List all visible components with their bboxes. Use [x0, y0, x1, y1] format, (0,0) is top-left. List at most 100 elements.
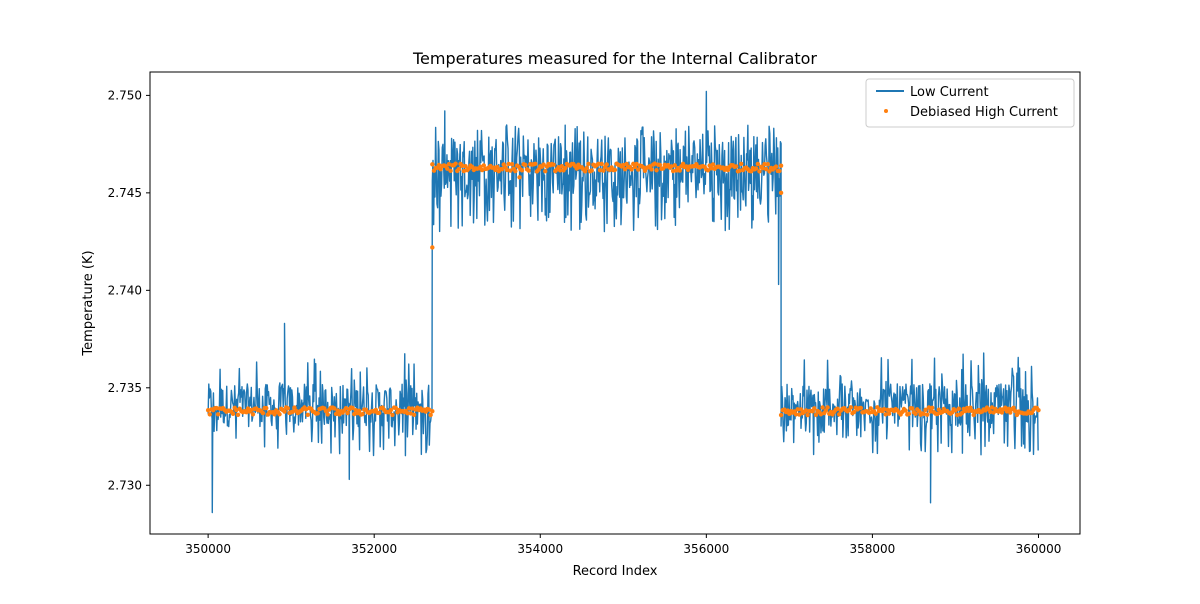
debiased-high-current-point	[621, 162, 626, 168]
debiased-high-current-point	[925, 412, 930, 417]
debiased-high-current-point	[410, 406, 415, 411]
debiased-high-current-point	[777, 168, 782, 174]
debiased-high-current-point	[207, 412, 212, 417]
debiased-high-current-point	[388, 407, 393, 413]
debiased-high-current-point	[456, 166, 462, 172]
debiased-high-current-point	[818, 412, 824, 417]
debiased-high-current-point	[411, 412, 417, 418]
debiased-high-current-point	[376, 410, 382, 416]
debiased-high-current-point	[335, 408, 340, 413]
debiased-high-current-point	[508, 168, 513, 173]
debiased-high-current-point	[586, 161, 591, 167]
debiased-high-current-point	[916, 408, 922, 414]
debiased-high-current-point	[536, 167, 541, 172]
debiased-high-current-point	[405, 411, 410, 416]
debiased-high-current-point	[669, 164, 674, 169]
debiased-high-current-point	[881, 407, 887, 412]
x-tick-label: 360000	[1016, 542, 1062, 556]
debiased-high-current-point	[333, 411, 339, 417]
debiased-high-current-point	[660, 166, 666, 171]
x-tick-label: 358000	[850, 542, 896, 556]
debiased-high-current-point	[426, 407, 432, 412]
legend-label-debiased-high-current: Debiased High Current	[910, 105, 1058, 120]
debiased-high-current-point	[533, 161, 538, 167]
debiased-high-current-point	[795, 407, 800, 412]
debiased-high-current-point	[574, 166, 579, 171]
debiased-high-current-point	[305, 412, 310, 417]
x-axis-label: Record Index	[573, 564, 658, 579]
debiased-high-current-point	[883, 412, 888, 417]
debiased-high-current-point	[677, 168, 682, 173]
debiased-high-current-point	[1036, 408, 1041, 413]
debiased-high-current-point	[463, 163, 468, 169]
legend-marker-debiased-high-current	[884, 109, 888, 113]
debiased-high-current-point	[793, 412, 799, 417]
debiased-high-current-point	[805, 412, 810, 418]
debiased-high-current-point	[755, 161, 761, 167]
debiased-high-current-point	[624, 161, 629, 167]
debiased-high-current-point	[230, 411, 236, 417]
debiased-high-current-point	[923, 407, 928, 413]
debiased-high-current-point	[504, 167, 510, 173]
debiased-high-current-point	[448, 168, 453, 174]
debiased-high-current-point	[737, 168, 742, 173]
debiased-high-current-point	[244, 410, 249, 415]
debiased-high-current-point	[343, 405, 349, 411]
debiased-high-current-point	[959, 410, 965, 416]
debiased-high-current-point	[282, 409, 287, 414]
debiased-high-current-point	[430, 409, 435, 414]
debiased-high-current-point	[913, 411, 918, 417]
debiased-high-current-point	[481, 163, 486, 168]
debiased-high-current-point	[835, 406, 840, 411]
debiased-high-current-point	[710, 162, 716, 167]
debiased-high-current-point	[953, 408, 958, 413]
debiased-high-current-point	[1006, 406, 1011, 412]
debiased-high-current-point	[436, 162, 442, 168]
debiased-high-current-point	[654, 168, 659, 173]
debiased-high-current-point	[875, 405, 880, 410]
debiased-high-current-point	[445, 166, 450, 171]
debiased-high-current-point	[820, 405, 825, 410]
debiased-high-current-point	[657, 162, 663, 168]
debiased-high-current-point	[460, 163, 465, 169]
y-tick-label: 2.735	[108, 381, 142, 395]
debiased-high-current-point	[264, 405, 269, 411]
debiased-high-current-point	[760, 165, 765, 171]
debiased-high-current-point	[430, 245, 435, 250]
debiased-high-current-point	[680, 161, 686, 167]
debiased-high-current-point	[866, 410, 872, 415]
debiased-high-current-point	[332, 406, 337, 411]
debiased-high-current-point	[453, 161, 458, 166]
debiased-high-current-point	[739, 161, 744, 166]
debiased-high-current-point	[858, 405, 863, 411]
debiased-high-current-point	[778, 412, 784, 418]
debiased-high-current-point	[797, 412, 802, 417]
debiased-high-current-point	[601, 168, 606, 173]
y-tick-label: 2.745	[108, 186, 142, 200]
debiased-high-current-point	[250, 412, 256, 417]
debiased-high-current-point	[260, 410, 266, 416]
debiased-high-current-point	[641, 165, 646, 170]
debiased-high-current-point	[936, 407, 942, 412]
debiased-high-current-point	[954, 412, 960, 418]
debiased-high-current-point	[906, 411, 912, 417]
debiased-high-current-point	[705, 168, 711, 173]
debiased-high-current-point	[629, 167, 634, 172]
debiased-high-current-point	[956, 406, 961, 411]
debiased-high-current-point	[597, 168, 603, 173]
debiased-high-current-point	[214, 405, 219, 411]
debiased-high-current-point	[868, 406, 873, 411]
debiased-high-current-point	[357, 408, 362, 413]
debiased-high-current-point	[345, 410, 350, 416]
x-tick-label: 356000	[683, 542, 729, 556]
debiased-high-current-point	[767, 169, 772, 174]
debiased-high-current-point	[541, 162, 546, 167]
debiased-high-current-point	[408, 411, 413, 416]
debiased-high-current-point	[235, 412, 241, 418]
debiased-high-current-point	[393, 405, 398, 411]
debiased-high-current-point	[999, 410, 1005, 415]
x-tick-label: 352000	[351, 542, 397, 556]
legend-box	[865, 78, 1075, 128]
debiased-high-current-point	[478, 164, 483, 170]
